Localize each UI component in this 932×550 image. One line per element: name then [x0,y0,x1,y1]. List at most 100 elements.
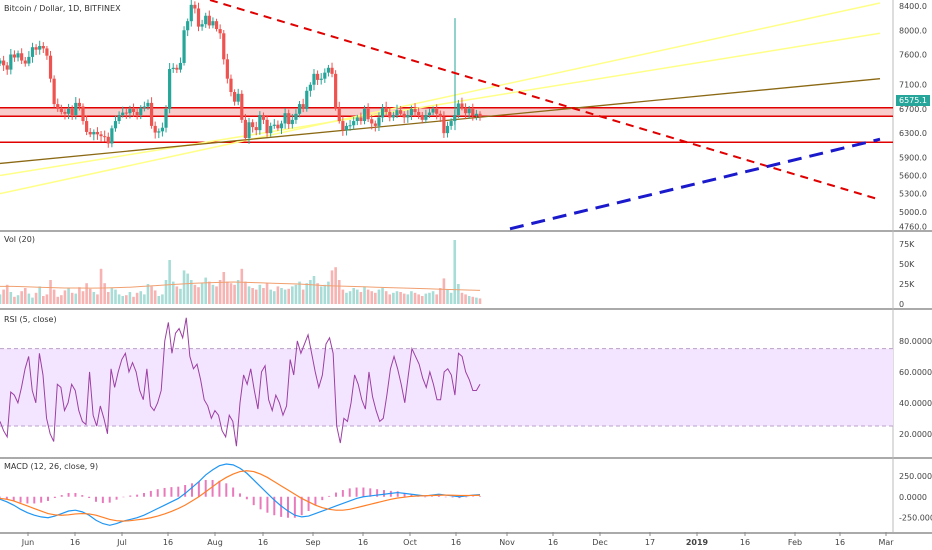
candle-body [9,54,13,70]
volume-bar [475,297,478,304]
macd-histogram-bar [47,496,49,501]
macd-histogram-bar [0,496,1,498]
volume-bar [283,289,287,304]
volume-bar [117,294,121,304]
candle-body [56,104,60,109]
macd-histogram-bar [26,496,29,504]
time-axis-tick: Aug [207,538,223,547]
price-axis-tick: 5000.0 [899,208,927,217]
macd-histogram-bar [156,489,159,497]
time-axis-tick: 16 [548,538,558,547]
price-axis-tick: 6300.0 [899,129,927,138]
time-axis-tick: Oct [403,538,417,547]
candle-body [236,93,240,102]
volume-bar [305,283,309,304]
volume-bar [143,294,146,304]
candle-body [92,131,96,135]
macd-histogram-bar [191,483,193,497]
macd-histogram-bar [424,496,427,498]
blue-dashed-trendline [509,137,881,231]
volume-bar [323,284,327,304]
candle-body [279,123,284,129]
volume-bar [428,292,431,304]
time-axis-tick: 16 [70,538,80,547]
candle-body [85,121,89,132]
candle-body [344,125,349,131]
macd-line [0,463,481,526]
candle-body [431,108,435,113]
macd-histogram-bar [472,496,475,497]
volume-bar [251,288,254,304]
candle-body [240,93,244,120]
volume-bar [247,286,251,304]
candle-body [41,46,45,49]
volume-bar [42,296,45,304]
volume-bar [110,288,114,304]
macd-histogram-bar [184,485,187,497]
candle-body [110,128,114,144]
macd-histogram-bar [239,493,241,497]
candle-body [178,62,183,70]
volume-bar [276,286,280,304]
candle-body [243,119,248,138]
volume-axis-tick: 25K [899,280,915,289]
candle-body [359,117,363,122]
volume-bar [291,286,294,304]
candle-body [478,113,482,117]
volume-bar [49,280,52,304]
volume-bar [23,288,27,304]
volume-bar [2,289,5,304]
volume-bar [355,289,359,304]
candle-body [290,119,294,125]
volume-bar [45,294,49,304]
volume-bar [388,294,392,304]
macd-histogram-bar [369,488,372,497]
volume-bar [457,284,460,304]
candle-body [362,108,367,122]
price-axis-tick: 6700.0 [899,105,927,114]
candle-body [341,121,345,131]
volume-bar [392,292,395,304]
price-axis-tick: 5600.0 [899,172,927,181]
candle-body [377,117,381,126]
candle-body [117,115,121,122]
volume-bar [240,268,244,304]
volume-bar [262,288,265,304]
volume-bar [420,296,424,304]
volume-bar [424,293,428,304]
volume-bar [31,297,34,304]
time-axis-tick: Dec [592,538,607,547]
macd-histogram-bar [314,496,317,506]
candle-body [128,108,132,114]
candle-body [214,21,219,30]
volume-bar [236,280,240,304]
volume-bar [319,286,323,304]
volume-ma-line [0,281,481,291]
macd-axis-tick: -250.0000 [899,514,932,523]
volume-bar [193,284,197,304]
candle-body [326,67,331,73]
candle-body [460,103,464,108]
volume-bar [56,296,60,304]
candle-body [391,115,395,118]
candle-body [355,117,359,122]
candle-body [5,65,9,70]
macd-histogram-bar [335,492,337,497]
rsi-axis-tick: 40.0000 [899,399,932,408]
candle-body [171,67,175,69]
candle-body [406,115,410,118]
candle-body [103,136,107,138]
macd-histogram-bar [143,492,145,497]
macd-title: MACD (12, 26, close, 9) [4,462,99,471]
volume-bar [0,294,2,304]
volume-bar [153,290,157,304]
macd-signal-line [0,470,481,522]
candle-body [413,108,417,112]
candle-body [272,124,276,126]
macd-histogram-bar [437,495,440,497]
volume-bar [244,281,247,304]
volume-bar [197,287,200,304]
yellow-channel-mid-line [0,32,881,177]
volume-bar [395,291,399,304]
macd-histogram-bar [33,496,36,504]
